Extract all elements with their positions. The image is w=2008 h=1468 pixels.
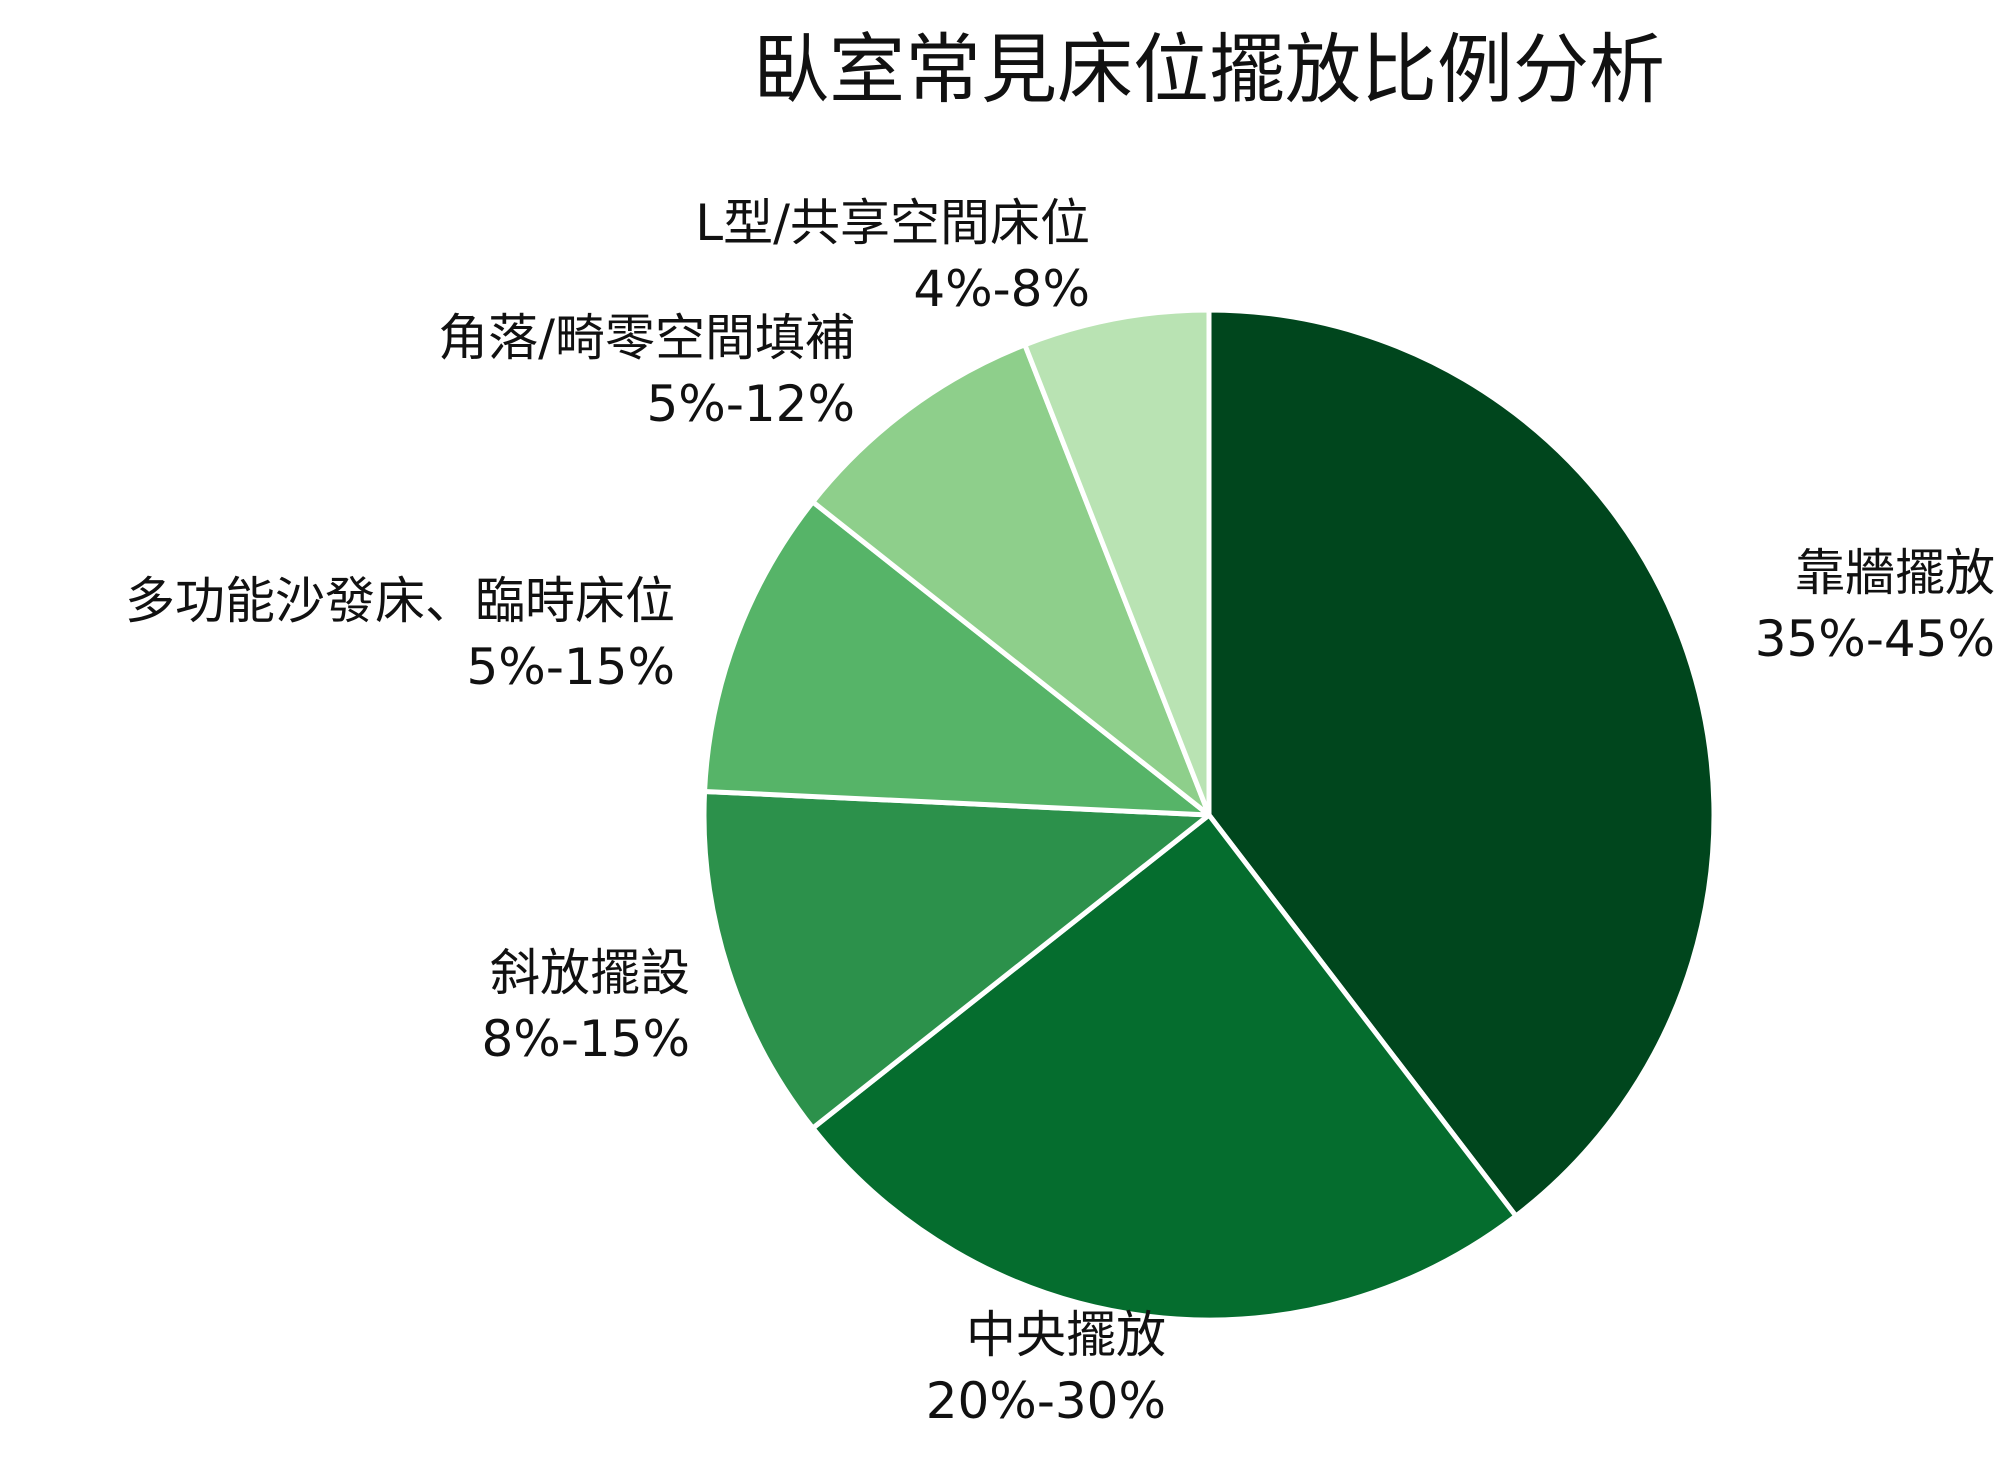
pie-slice bbox=[701, 788, 1212, 1131]
slice-percent-range: 35%-45% bbox=[1755, 610, 1995, 668]
pie-slices bbox=[701, 307, 1717, 1323]
slice-label: 靠牆擺放 bbox=[1795, 544, 1995, 602]
pie-slice bbox=[1206, 307, 1717, 1219]
slice-label: 多功能沙發床、臨時床位 bbox=[125, 572, 675, 630]
slice-percent-range: 20%-30% bbox=[926, 1372, 1166, 1430]
pie-slice bbox=[702, 499, 1212, 818]
slice-percent-range: 5%-12% bbox=[647, 375, 856, 433]
slice-label: 斜放擺設 bbox=[490, 944, 690, 1002]
slice-label: 角落/畸零空間填補 bbox=[438, 309, 855, 367]
pie-slice bbox=[810, 812, 1519, 1323]
pie-slice bbox=[810, 342, 1212, 818]
slice-percent-range: 4%-8% bbox=[913, 260, 1090, 318]
slice-percent-range: 8%-15% bbox=[482, 1010, 691, 1068]
pie-labels: 靠牆擺放 35%-45% 中央擺放 20%-30% 斜放擺設 8%-15% 多功能沙發床、臨… bbox=[125, 194, 1995, 1430]
slice-label: L型/共享空間床位 bbox=[695, 194, 1090, 252]
slice-percent-range: 5%-15% bbox=[467, 638, 676, 696]
chart-title: 臥室常見床位擺放比例分析 bbox=[753, 25, 1665, 114]
pie-slice bbox=[1022, 307, 1212, 818]
slice-label: 中央擺放 bbox=[966, 1306, 1166, 1364]
